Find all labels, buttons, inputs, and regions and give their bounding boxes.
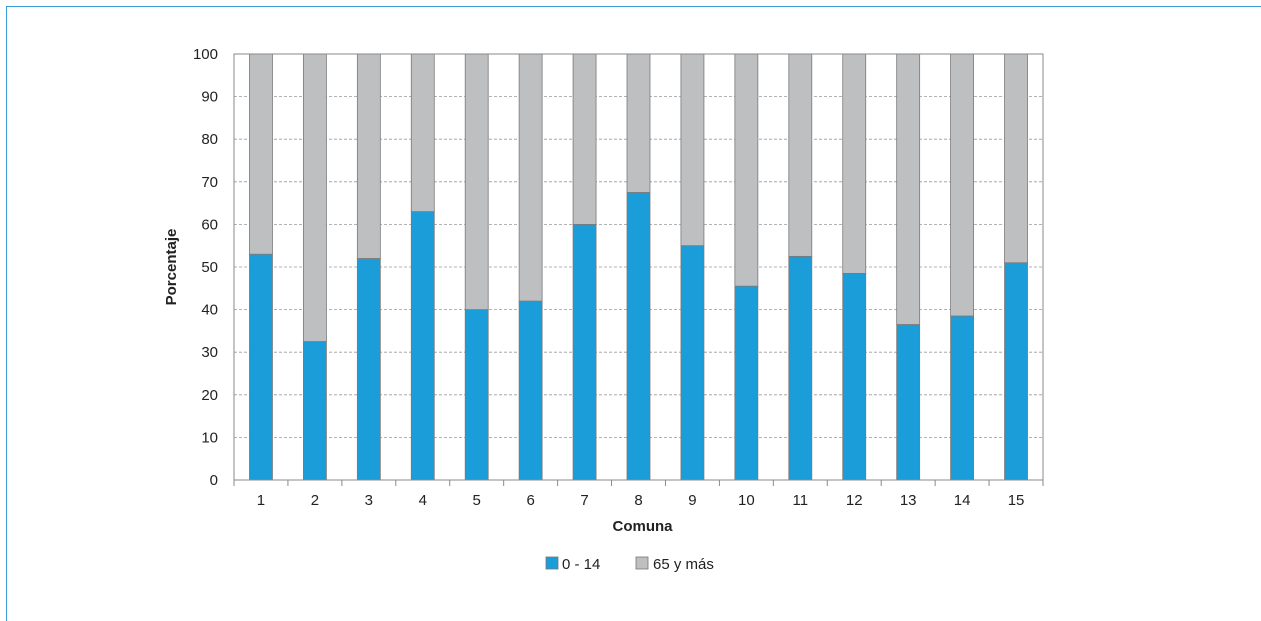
legend: 0 - 14 65 y más [545, 556, 714, 573]
bar-0-14-comuna-1 [249, 253, 273, 481]
x-tick-label: 8 [634, 492, 642, 509]
y-tick-label: 80 [201, 131, 218, 148]
bar-65-y-mas-comuna-9 [680, 53, 705, 247]
bar-0-14-comuna-6 [518, 300, 543, 481]
y-tick-label: 0 [210, 472, 218, 489]
y-tick-label: 10 [201, 429, 218, 446]
x-tick-label: 2 [311, 492, 319, 509]
bar-65-y-mas-comuna-8 [626, 53, 651, 193]
bar-65-y-mas-comuna-3 [356, 53, 381, 259]
x-tick-label: 1 [257, 492, 265, 509]
bar-65-y-mas-comuna-6 [518, 53, 543, 302]
y-tick-label: 50 [201, 259, 218, 276]
y-tick-label: 40 [201, 302, 218, 319]
bar-0-14-comuna-15 [1004, 262, 1028, 481]
bars [249, 53, 1028, 481]
bar-0-14-comuna-5 [464, 309, 489, 481]
x-tick-label: 12 [846, 492, 863, 509]
bar-0-14-comuna-10 [734, 285, 759, 481]
y-tick-label: 100 [193, 46, 218, 63]
legend-label-65-y-mas: 65 y más [653, 556, 714, 573]
y-tick-label: 20 [201, 387, 218, 404]
legend-swatch-65-y-mas [635, 556, 649, 570]
bar-0-14-comuna-8 [626, 192, 651, 481]
legend-label-0-14: 0 - 14 [562, 556, 600, 573]
x-tick-label: 6 [526, 492, 534, 509]
bar-65-y-mas-comuna-11 [788, 53, 813, 257]
y-tick-label: 60 [201, 216, 218, 233]
bar-65-y-mas-comuna-1 [249, 53, 273, 255]
x-tick-label: 4 [419, 492, 427, 509]
y-tick-labels: 0 10 20 30 40 50 60 70 80 90 100 [193, 46, 218, 489]
x-axis-title: Comuna [613, 518, 674, 535]
bar-65-y-mas-comuna-14 [950, 53, 974, 317]
bar-0-14-comuna-13 [896, 324, 921, 481]
x-tick-label: 15 [1008, 492, 1025, 509]
bar-65-y-mas-comuna-15 [1004, 53, 1028, 264]
bar-65-y-mas-comuna-5 [464, 53, 489, 311]
bar-65-y-mas-comuna-4 [410, 53, 435, 213]
bar-0-14-comuna-11 [788, 255, 813, 481]
bar-0-14-comuna-14 [950, 315, 974, 481]
bar-65-y-mas-comuna-2 [302, 53, 327, 342]
bar-0-14-comuna-2 [302, 341, 327, 481]
x-tick-label: 11 [793, 492, 809, 509]
axes [233, 53, 1044, 486]
x-tick-label: 14 [954, 492, 971, 509]
plot-area-border [233, 53, 1044, 481]
x-tick-label: 10 [738, 492, 755, 509]
bar-0-14-comuna-4 [410, 211, 435, 481]
x-tick-label: 13 [900, 492, 917, 509]
y-tick-label: 70 [201, 174, 218, 191]
y-tick-label: 30 [201, 344, 218, 361]
bar-65-y-mas-comuna-13 [896, 53, 921, 325]
bar-65-y-mas-comuna-12 [842, 53, 867, 274]
y-tick-label: 90 [201, 89, 218, 106]
bar-65-y-mas-comuna-10 [734, 53, 759, 287]
bar-0-14-comuna-7 [572, 223, 597, 481]
bar-0-14-comuna-12 [842, 272, 867, 481]
bar-0-14-comuna-9 [680, 245, 705, 481]
figure-frame [6, 6, 1261, 621]
x-tick-label: 3 [365, 492, 373, 509]
y-axis-title: Porcentaje [163, 229, 180, 306]
bar-0-14-comuna-3 [356, 258, 381, 481]
bar-65-y-mas-comuna-7 [572, 53, 597, 225]
x-tick-labels: 1 2 3 4 5 6 7 8 9 10 11 12 13 14 15 [257, 492, 1025, 509]
legend-swatch-0-14 [545, 556, 559, 570]
x-tick-label: 7 [580, 492, 588, 509]
x-tick-label: 5 [473, 492, 481, 509]
x-tick-label: 9 [688, 492, 696, 509]
